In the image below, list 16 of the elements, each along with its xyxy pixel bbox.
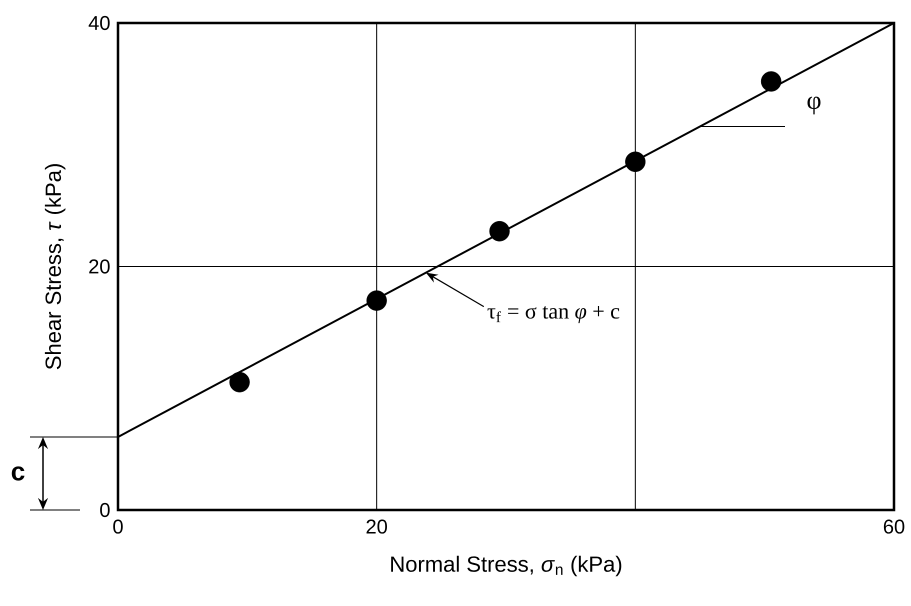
annotation: τ$_{f}$ = σ tan φ + c — [488, 306, 620, 324]
y-axis-title: Shear Stress, τ (kPa) — [44, 164, 66, 370]
annotation: φ — [808, 96, 820, 114]
y-tick-label: 0 — [100, 502, 110, 518]
point — [760, 71, 782, 92]
x-tick-label: 60 — [884, 520, 904, 534]
point — [366, 290, 387, 311]
point — [489, 220, 510, 242]
y-tick-label: 40 — [88, 16, 110, 30]
x-axis-title: Normal Stress, σ$_{n}$ (kPa) — [391, 556, 622, 576]
y-tick-label: 20 — [89, 259, 110, 274]
point — [625, 152, 646, 172]
x-tick-label: 0 — [113, 520, 123, 534]
x-tick-label: 20 — [366, 520, 387, 534]
annotation: c — [12, 466, 24, 481]
point — [229, 372, 250, 392]
